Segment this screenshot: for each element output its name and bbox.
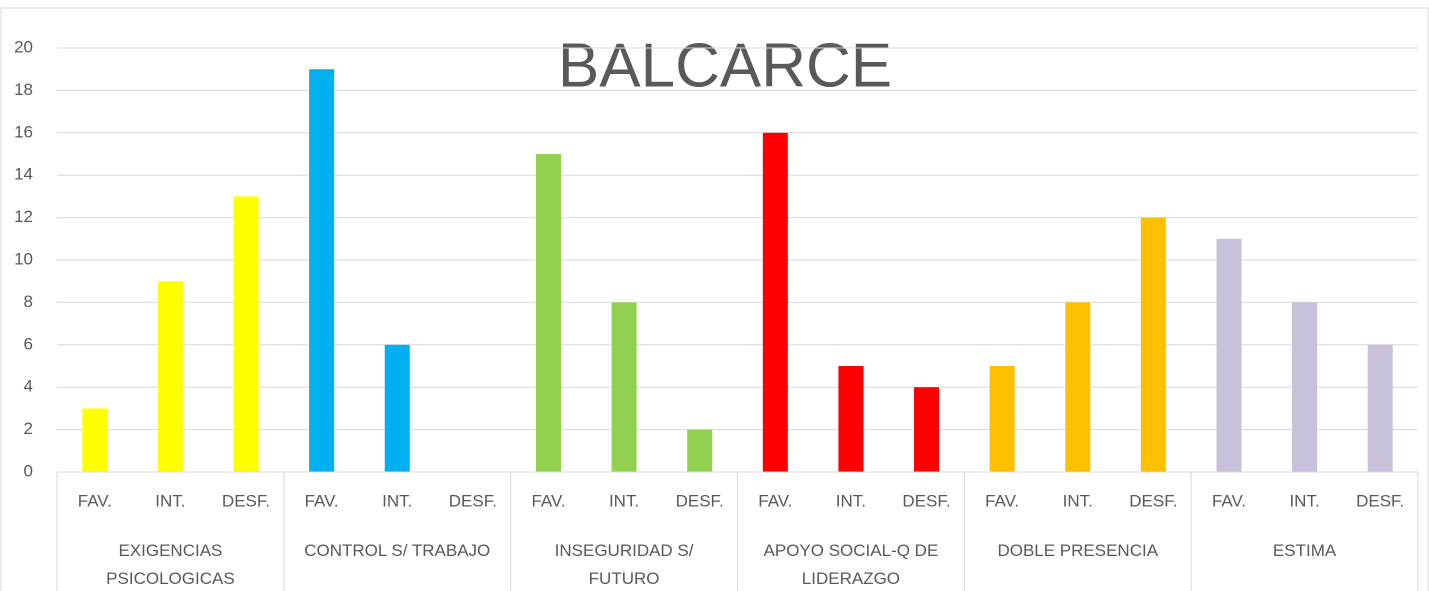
bar [762, 132, 788, 473]
x-tick-label: DESF. [1356, 491, 1404, 510]
x-tick-label: FAV. [758, 491, 792, 510]
x-tick-label: FAV. [78, 491, 112, 510]
bar [384, 344, 410, 472]
y-tick-label: 10 [14, 249, 33, 268]
bar [535, 154, 561, 472]
bar [1367, 344, 1393, 472]
bar [309, 69, 335, 472]
y-tick-label: 8 [24, 292, 33, 311]
x-tick-label: FAV. [531, 491, 565, 510]
group-label: ESTIMA [1272, 541, 1337, 560]
x-tick-label: FAV. [985, 491, 1019, 510]
bar [611, 302, 637, 472]
bar [1292, 302, 1318, 472]
bar [157, 281, 183, 472]
y-tick-label: 14 [14, 165, 33, 184]
x-tick-label: DESF. [902, 491, 950, 510]
x-tick-label: INT. [155, 491, 185, 510]
bar [1065, 302, 1091, 472]
x-tick-label: INT. [1063, 491, 1093, 510]
y-tick-label: 4 [24, 377, 33, 396]
x-tick-label: FAV. [305, 491, 339, 510]
group-label: APOYO SOCIAL-Q DE LIDERAZGO [763, 541, 939, 588]
y-tick-label: 0 [24, 461, 33, 480]
bar [233, 196, 259, 472]
group-label: EXIGENCIAS PSICOLOGICAS [106, 541, 235, 588]
x-tick-label: DESF. [1129, 491, 1177, 510]
bar [82, 408, 108, 472]
group-label: INSEGURIDAD S/ FUTURO [554, 541, 694, 588]
bar [838, 366, 864, 472]
x-tick-label: INT. [836, 491, 866, 510]
group-label: DOBLE PRESENCIA [997, 541, 1159, 560]
y-tick-label: 6 [24, 334, 33, 353]
x-tick-label: DESF. [222, 491, 270, 510]
y-tick-label: 16 [14, 122, 33, 141]
y-tick-label: 18 [14, 80, 33, 99]
bar [989, 366, 1015, 472]
y-tick-label: 12 [14, 207, 33, 226]
bar [1216, 238, 1242, 472]
chart-title: BALCARCE [558, 31, 892, 100]
bar [1140, 217, 1166, 472]
x-tick-label: INT. [382, 491, 412, 510]
x-tick-label: DESF. [676, 491, 724, 510]
x-tick-label: INT. [609, 491, 639, 510]
x-tick-label: FAV. [1212, 491, 1246, 510]
bar [914, 387, 940, 472]
group-label: CONTROL S/ TRABAJO [304, 541, 491, 560]
x-tick-label: DESF. [449, 491, 497, 510]
y-tick-label: 20 [14, 37, 33, 56]
y-tick-label: 2 [24, 419, 33, 438]
x-tick-label: INT. [1289, 491, 1319, 510]
bar [687, 429, 713, 472]
